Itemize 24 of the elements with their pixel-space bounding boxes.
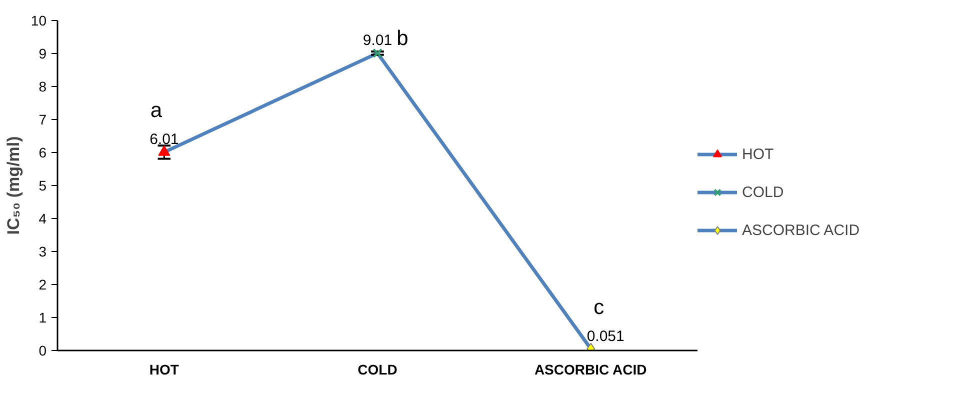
y-tick-label: 4 <box>38 210 47 226</box>
legend-label: HOT <box>742 146 774 162</box>
annotation: a <box>150 99 162 122</box>
text: 0.051 <box>586 328 624 345</box>
x-tick-label: COLD <box>358 362 398 378</box>
y-tick-label: 3 <box>38 244 47 260</box>
y-tick-label: 7 <box>38 112 47 128</box>
legend-label: ASCORBIC ACID <box>742 222 860 238</box>
y-tick-label: 1 <box>38 310 47 326</box>
annotation: c <box>594 296 604 319</box>
y-tick-label: 10 <box>30 12 47 28</box>
annotation: b <box>396 27 408 50</box>
y-tick-label: 9 <box>38 46 47 62</box>
y-axis-title: IC₅₀ (mg/ml) <box>4 136 23 235</box>
x-tick-label: HOT <box>149 362 180 378</box>
y-tick-label: 8 <box>38 78 47 94</box>
y-tick-label: 0 <box>38 342 47 358</box>
text: 9.01 <box>362 32 392 50</box>
y-tick-label: 6 <box>38 144 47 160</box>
y-tick-label: 2 <box>38 276 47 292</box>
legend-label: COLD <box>742 184 784 200</box>
y-tick-label: 5 <box>38 178 47 194</box>
text: 6.01 <box>150 131 179 148</box>
x-tick-label: ASCORBIC ACID <box>534 362 647 378</box>
